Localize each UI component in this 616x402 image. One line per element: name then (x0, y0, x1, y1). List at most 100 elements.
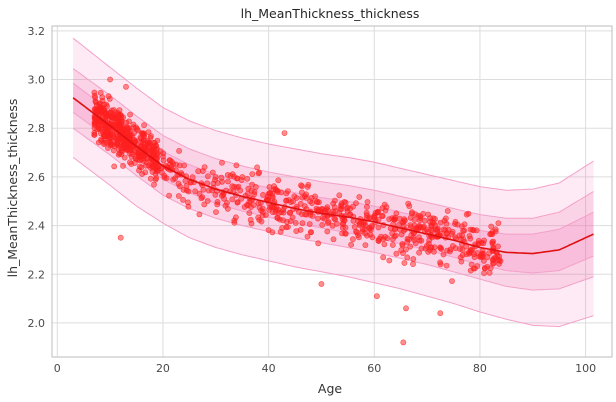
data-point (122, 144, 129, 151)
data-point (312, 193, 318, 200)
data-point (118, 151, 125, 158)
data-point (154, 137, 161, 144)
data-point (176, 162, 183, 169)
centile-line (72, 68, 594, 219)
data-point (422, 245, 429, 252)
data-point (443, 220, 450, 227)
data-point (331, 204, 338, 211)
y-tick-label: 2.4 (28, 220, 46, 233)
data-point (281, 130, 288, 136)
data-point (434, 228, 441, 235)
centile-line (72, 127, 594, 291)
data-point (213, 209, 219, 215)
data-point (129, 132, 136, 139)
centile-line (72, 111, 594, 274)
data-point (196, 211, 203, 218)
data-point (212, 191, 219, 198)
data-point (489, 257, 496, 264)
data-point (214, 180, 221, 186)
data-point (205, 187, 212, 194)
data-point (375, 224, 382, 231)
data-point (115, 117, 121, 124)
data-point (341, 217, 348, 224)
data-point (442, 227, 449, 233)
data-point (183, 183, 190, 190)
data-point (403, 305, 409, 312)
data-point (443, 262, 450, 269)
data-point (347, 211, 353, 218)
y-axis-label: lh_MeanThickness_thickness (5, 99, 20, 278)
data-point (108, 135, 114, 141)
data-point (252, 184, 259, 190)
data-point (411, 237, 418, 243)
data-point (297, 226, 304, 233)
data-point (244, 175, 251, 182)
data-point (375, 216, 382, 223)
data-point (271, 183, 277, 190)
data-point (470, 265, 477, 272)
data-point (338, 206, 345, 213)
data-point (481, 265, 488, 271)
data-point (380, 254, 387, 261)
data-point (467, 226, 474, 233)
data-point (351, 223, 358, 230)
y-tick-label: 3.2 (28, 25, 46, 38)
x-tick-label: 20 (156, 362, 170, 375)
data-point (97, 100, 103, 107)
data-point (278, 189, 285, 196)
data-point (364, 199, 371, 205)
data-point (97, 89, 104, 96)
data-point (336, 192, 343, 199)
data-point (373, 293, 380, 300)
data-point (176, 183, 183, 190)
data-point (404, 238, 411, 245)
data-point (269, 229, 276, 236)
data-point (401, 216, 407, 222)
data-point (115, 111, 122, 118)
data-point (452, 221, 458, 227)
data-point (245, 185, 252, 192)
data-point (199, 194, 206, 200)
data-point (363, 204, 370, 210)
data-point (259, 205, 266, 212)
data-point (201, 164, 208, 170)
data-point (437, 219, 444, 226)
data-point (481, 270, 487, 277)
data-point (105, 130, 112, 136)
data-point (238, 177, 245, 183)
data-point (280, 206, 287, 213)
data-point (101, 141, 107, 148)
data-point (444, 208, 451, 214)
y-tick-label: 3.0 (28, 74, 46, 87)
data-point (444, 247, 450, 254)
data-point (466, 249, 472, 256)
data-point (304, 183, 311, 190)
data-point (379, 213, 386, 219)
data-point (231, 173, 237, 180)
data-point (140, 131, 146, 138)
data-point (362, 242, 369, 248)
data-point (234, 199, 241, 206)
data-point (409, 209, 415, 216)
data-point (466, 233, 473, 239)
y-tick-label: 2.6 (28, 171, 46, 184)
y-tick-label: 2.8 (28, 122, 46, 135)
data-point (218, 174, 225, 181)
y-tick-labels: 2.0 2.2 2.4 2.6 2.8 3.0 3.2 (28, 25, 46, 330)
data-point (405, 200, 412, 207)
data-point (127, 111, 134, 118)
data-point (474, 250, 481, 256)
data-point (219, 159, 225, 166)
data-point (113, 141, 120, 148)
data-point (366, 224, 373, 231)
data-point (401, 260, 408, 266)
data-point (247, 216, 254, 223)
data-point (306, 221, 313, 227)
data-point (161, 174, 168, 181)
data-point (421, 217, 428, 224)
x-axis-label: Age (318, 381, 342, 396)
data-point (277, 228, 284, 235)
data-point (456, 232, 463, 239)
data-point (276, 216, 283, 223)
data-point (372, 209, 379, 216)
